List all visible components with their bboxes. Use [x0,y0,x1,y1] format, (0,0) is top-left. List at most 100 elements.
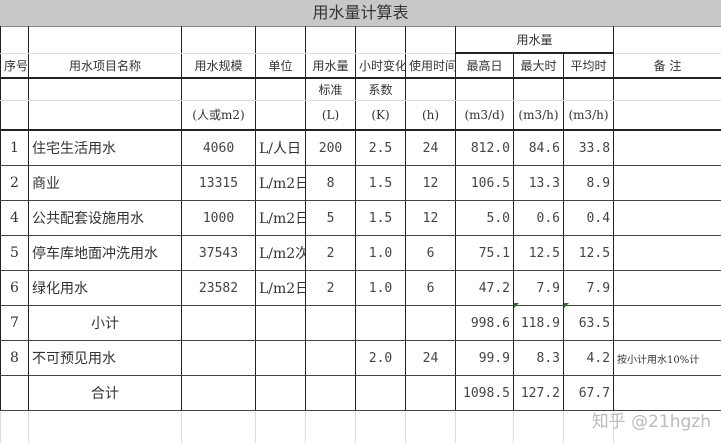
column-header: (m3/h) [514,100,564,130]
cell-hours: 12 [406,166,456,201]
column-header: 平均时 [564,53,614,78]
cell-note [614,166,721,201]
cell-no: 4 [1,201,29,236]
column-header [1,100,29,130]
column-header: (人或m2) [182,100,256,130]
cell-scale: 13315 [182,166,256,201]
cell-max-day: 5.0 [456,201,514,236]
column-header: 用水量 [306,53,356,78]
column-header [256,100,306,130]
cell-scale [182,376,256,411]
cell-hours: 6 [406,236,456,271]
column-header: (m3/d) [456,100,514,130]
cell-hours: 24 [406,130,456,166]
cell-max-hour: 12.5 [514,236,564,271]
cell-std: 8 [306,166,356,201]
cell-max-hour: 13.3 [514,166,564,201]
cell-max-day: 75.1 [456,236,514,271]
column-header: 用水规模 [182,53,256,78]
cell-hours: 12 [406,201,456,236]
cell-avg-hour: 0.4 [564,201,614,236]
cell-max-day: 106.5 [456,166,514,201]
cell-note [614,236,721,271]
cell-avg-hour: 33.8 [564,130,614,166]
cell-max-day: 812.0 [456,130,514,166]
cell-name: 停车库地面冲洗用水 [29,236,182,271]
cell-k [356,306,406,341]
cell-no: 1 [1,130,29,166]
column-header [614,78,721,100]
cell-k [356,376,406,411]
cell-avg-hour: 8.9 [564,166,614,201]
empty-cell [514,411,564,443]
cell-max-hour: 127.2 [514,376,564,411]
cell-std: 5 [306,201,356,236]
cell-name: 商业 [29,166,182,201]
cell-no: 2 [1,166,29,201]
column-header: (m3/h) [564,100,614,130]
column-header [256,78,306,100]
cell-name: 住宅生活用水 [29,130,182,166]
column-header [406,78,456,100]
cell-scale: 4060 [182,130,256,166]
column-header: (K) [356,100,406,130]
column-header: 小时变化 [356,53,406,78]
cell-scale: 23582 [182,271,256,306]
cell-std: 200 [306,130,356,166]
column-header: 用水项目名称 [29,53,182,78]
cell-hours [406,376,456,411]
cell-unit [256,341,306,376]
column-header: 最高日 [456,53,514,78]
cell-unit: L/m2日 [256,271,306,306]
cell-max-day: 998.6 [456,306,514,341]
cell-max-hour: 118.9 [514,306,564,341]
cell-name: 合计 [29,376,182,411]
cell-scale: 37543 [182,236,256,271]
group-header-water-usage: 用水量 [456,26,614,53]
cell-name: 小计 [29,306,182,341]
column-header [182,78,256,100]
cell-no: 8 [1,341,29,376]
cell-hours [406,306,456,341]
empty-cell [256,411,306,443]
cell-unit [256,306,306,341]
watermark: 知乎 @21hgzh [592,407,711,432]
cell-max-hour: 0.6 [514,201,564,236]
empty-cell [182,411,256,443]
cell-hours: 6 [406,271,456,306]
cell-note [614,201,721,236]
column-header [514,78,564,100]
cell-note [614,271,721,306]
column-header: 使用时间 [406,53,456,78]
column-header: 单位 [256,53,306,78]
cell-scale: 1000 [182,201,256,236]
cell-k: 1.0 [356,271,406,306]
cell-note: 按小计用水10%计 [614,341,721,376]
column-header [614,100,721,130]
cell-max-hour: 7.9 [514,271,564,306]
cell-std: 2 [306,271,356,306]
cell-scale [182,341,256,376]
cell-k: 1.0 [356,236,406,271]
column-header: 备 注 [614,53,721,78]
cell-no: 6 [1,271,29,306]
column-header [1,78,29,100]
column-header: 系数 [356,78,406,100]
cell-name: 公共配套设施用水 [29,201,182,236]
cell-note [614,376,721,411]
water-usage-table: 用水量 序号用水项目名称用水规模单位用水量小时变化使用时间最高日最大时平均时备 … [0,26,721,443]
empty-cell [1,411,29,443]
cell-k: 1.5 [356,166,406,201]
cell-k: 2.5 [356,130,406,166]
column-header: (L) [306,100,356,130]
cell-unit: L/m2次 [256,236,306,271]
cell-k: 1.5 [356,201,406,236]
cell-avg-hour: 63.5 [564,306,614,341]
